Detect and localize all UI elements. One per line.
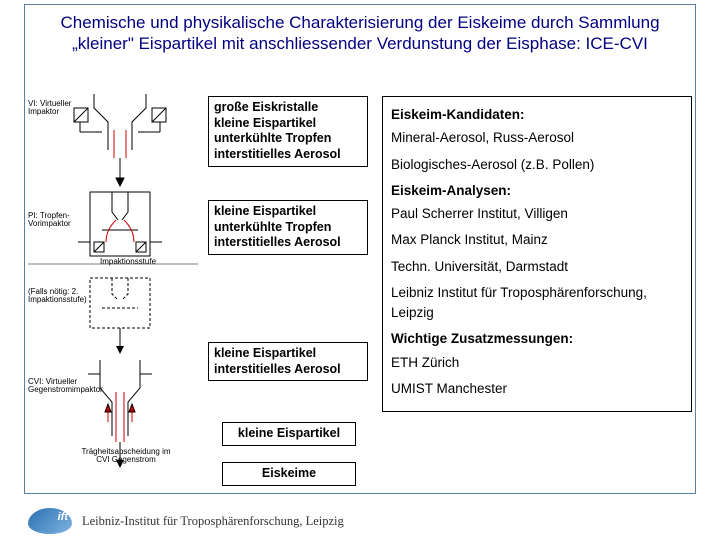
box2: kleine Eispartikelunterkühlte Tropfenint… (208, 200, 368, 255)
section-heading: Eiskeim-Analysen: (391, 181, 683, 201)
box3-line: interstitielles Aerosol (214, 362, 362, 378)
slide-title: Chemische und physikalische Charakterisi… (40, 12, 680, 55)
section-item: Biologisches-Aerosol (z.B. Pollen) (391, 155, 683, 175)
label-vi: VI: Virtueller Impaktor (28, 100, 82, 117)
section-item: Mineral-Aerosol, Russ-Aerosol (391, 128, 683, 148)
label-impakt: Impaktionsstufe (100, 258, 156, 266)
cvi-schematic: VI: Virtueller Impaktor PI: Tropfen-Vori… (28, 92, 198, 492)
ift-logo (28, 508, 72, 534)
box5-line: Eiskeime (228, 466, 350, 482)
section-item: UMIST Manchester (391, 379, 683, 399)
label-pi: PI: Tropfen-Vorimpaktor (28, 212, 82, 229)
section-heading: Eiskeim-Kandidaten: (391, 105, 683, 125)
section-item: Max Planck Institut, Mainz (391, 230, 683, 250)
box3-line: kleine Eispartikel (214, 346, 362, 362)
section-item: ETH Zürich (391, 353, 683, 373)
label-bottom: Trägheitsabscheidung im CVI Gegenstrom (76, 448, 176, 465)
section-item: Techn. Universität, Darmstadt (391, 257, 683, 277)
box3: kleine Eispartikelinterstitielles Aeroso… (208, 342, 368, 381)
box4: kleine Eispartikel (222, 422, 356, 446)
box1: große Eiskristallekleine Eispartikelunte… (208, 96, 368, 167)
box1-line: kleine Eispartikel (214, 116, 362, 132)
right-info-panel: Eiskeim-Kandidaten: Mineral-Aerosol, Russ… (382, 96, 692, 412)
box1-line: unterkühlte Tropfen (214, 131, 362, 147)
box1-line: große Eiskristalle (214, 100, 362, 116)
box2-line: kleine Eispartikel (214, 204, 362, 220)
box2-line: unterkühlte Tropfen (214, 220, 362, 236)
label-cvi: CVI: Virtueller Gegenstromimpaktor (28, 378, 86, 395)
section-heading: Wichtige Zusatzmessungen: (391, 329, 683, 349)
footer-text: Leibniz-Institut für Troposphärenforschu… (82, 514, 344, 529)
footer: Leibniz-Institut für Troposphärenforschu… (28, 508, 344, 534)
box4-line: kleine Eispartikel (228, 426, 350, 442)
section-item: Leibniz Institut für Troposphärenforschu… (391, 283, 683, 324)
box5: Eiskeime (222, 462, 356, 486)
label-optional: (Falls nötig: 2. Impaktionsstufe) (28, 288, 84, 305)
box1-line: interstitielles Aerosol (214, 147, 362, 163)
box2-line: interstitielles Aerosol (214, 235, 362, 251)
section-item: Paul Scherrer Institut, Villigen (391, 204, 683, 224)
